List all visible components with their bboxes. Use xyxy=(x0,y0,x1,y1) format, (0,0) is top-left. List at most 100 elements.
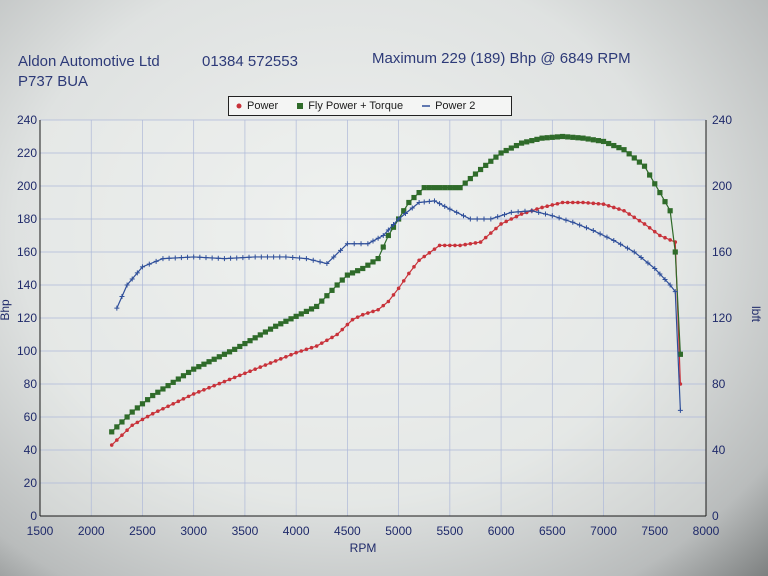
data-point-fly-power xyxy=(611,142,617,149)
data-point-torque xyxy=(228,255,234,261)
data-point-power xyxy=(371,309,375,314)
data-point-torque xyxy=(421,199,427,205)
data-point-power xyxy=(284,354,288,359)
data-point-torque xyxy=(515,209,521,215)
data-point-fly-power xyxy=(641,163,648,169)
data-point-fly-power xyxy=(595,138,602,144)
data-point-torque xyxy=(590,228,596,234)
data-point-fly-power xyxy=(570,134,576,140)
data-point-torque xyxy=(139,264,145,270)
data-point-torque xyxy=(495,214,501,220)
data-point-torque xyxy=(344,241,350,247)
data-point-fly-power xyxy=(606,140,612,147)
y-left-tick-label: 220 xyxy=(17,146,37,160)
data-point-torque xyxy=(234,255,240,261)
data-point-torque xyxy=(461,213,467,219)
data-point-power xyxy=(540,205,544,210)
data-point-power xyxy=(442,243,447,248)
data-point-power xyxy=(294,350,298,355)
maximum-power-summary: Maximum 229 (189) Bhp @ 6849 RPM xyxy=(372,50,631,67)
data-point-fly-power xyxy=(437,185,443,191)
legend-square-marker-icon xyxy=(297,103,304,109)
data-point-power xyxy=(125,428,129,433)
data-point-power xyxy=(304,347,309,352)
data-point-power xyxy=(217,381,222,386)
vehicle-registration: P737 BUA xyxy=(18,73,89,90)
data-point-power xyxy=(448,243,452,248)
data-point-fly-power xyxy=(483,162,489,168)
data-point-torque xyxy=(324,261,330,267)
legend-dash-marker-icon xyxy=(422,105,431,107)
x-tick-label: 4000 xyxy=(283,524,310,538)
data-point-fly-power xyxy=(652,181,658,187)
data-point-fly-power xyxy=(365,262,371,268)
data-point-power xyxy=(611,205,616,210)
data-point-power xyxy=(263,363,268,367)
data-point-torque xyxy=(375,235,381,241)
y-right-tick-label: 80 xyxy=(712,377,726,391)
data-point-power xyxy=(156,409,160,414)
data-point-fly-power xyxy=(257,332,263,338)
data-point-fly-power xyxy=(216,354,222,360)
data-point-power xyxy=(161,406,165,411)
data-point-power xyxy=(632,215,637,220)
data-point-torque xyxy=(252,254,258,260)
data-point-fly-power xyxy=(324,293,330,299)
data-point-torque xyxy=(618,241,624,247)
y-right-tick-label: 160 xyxy=(712,245,732,259)
data-point-power xyxy=(232,375,237,380)
data-point-torque xyxy=(310,257,316,263)
data-point-fly-power xyxy=(129,409,135,415)
data-point-power xyxy=(171,402,175,406)
data-point-power xyxy=(191,392,196,396)
data-point-fly-power xyxy=(518,140,525,146)
x-tick-label: 7500 xyxy=(641,524,668,538)
data-point-power xyxy=(335,332,339,337)
data-point-power xyxy=(150,411,155,416)
data-point-fly-power xyxy=(600,138,607,145)
data-point-fly-power xyxy=(524,139,530,145)
data-point-fly-power xyxy=(426,185,432,191)
data-point-fly-power xyxy=(631,155,637,161)
data-point-torque xyxy=(501,212,507,218)
data-point-power xyxy=(519,212,524,216)
data-point-power xyxy=(386,299,391,304)
y-right-tick-label: 0 xyxy=(712,509,719,523)
data-point-torque xyxy=(624,245,630,251)
data-point-fly-power xyxy=(457,185,463,191)
data-point-power xyxy=(299,349,304,353)
data-point-fly-power xyxy=(355,268,361,274)
data-point-fly-power xyxy=(191,366,197,372)
data-point-fly-power xyxy=(544,135,550,141)
y-left-tick-label: 40 xyxy=(24,443,38,457)
x-tick-label: 5000 xyxy=(385,524,412,538)
data-point-power xyxy=(617,207,621,211)
data-point-fly-power xyxy=(170,379,176,385)
data-point-power xyxy=(422,254,427,259)
data-point-power xyxy=(366,311,370,315)
data-point-torque xyxy=(277,254,283,260)
y-left-tick-label: 100 xyxy=(17,344,37,358)
x-tick-label: 6000 xyxy=(488,524,515,538)
data-point-fly-power xyxy=(539,135,545,141)
data-point-torque xyxy=(197,254,203,260)
data-point-fly-power xyxy=(508,145,514,151)
data-point-torque xyxy=(556,215,562,221)
data-point-power xyxy=(222,379,227,384)
x-tick-label: 2500 xyxy=(129,524,156,538)
data-point-fly-power xyxy=(375,256,381,262)
data-point-fly-power xyxy=(447,185,453,191)
company-name: Aldon Automotive Ltd xyxy=(18,53,160,70)
data-point-torque xyxy=(264,254,270,260)
y-right-tick-label: 120 xyxy=(712,311,732,325)
data-point-torque xyxy=(529,208,535,214)
data-point-torque xyxy=(129,276,135,282)
data-point-power xyxy=(596,201,601,206)
data-point-torque xyxy=(508,209,514,215)
data-point-torque xyxy=(191,254,197,260)
data-point-fly-power xyxy=(262,329,269,335)
data-point-power xyxy=(345,322,350,327)
x-tick-label: 3500 xyxy=(232,524,259,538)
data-point-power xyxy=(622,208,626,213)
